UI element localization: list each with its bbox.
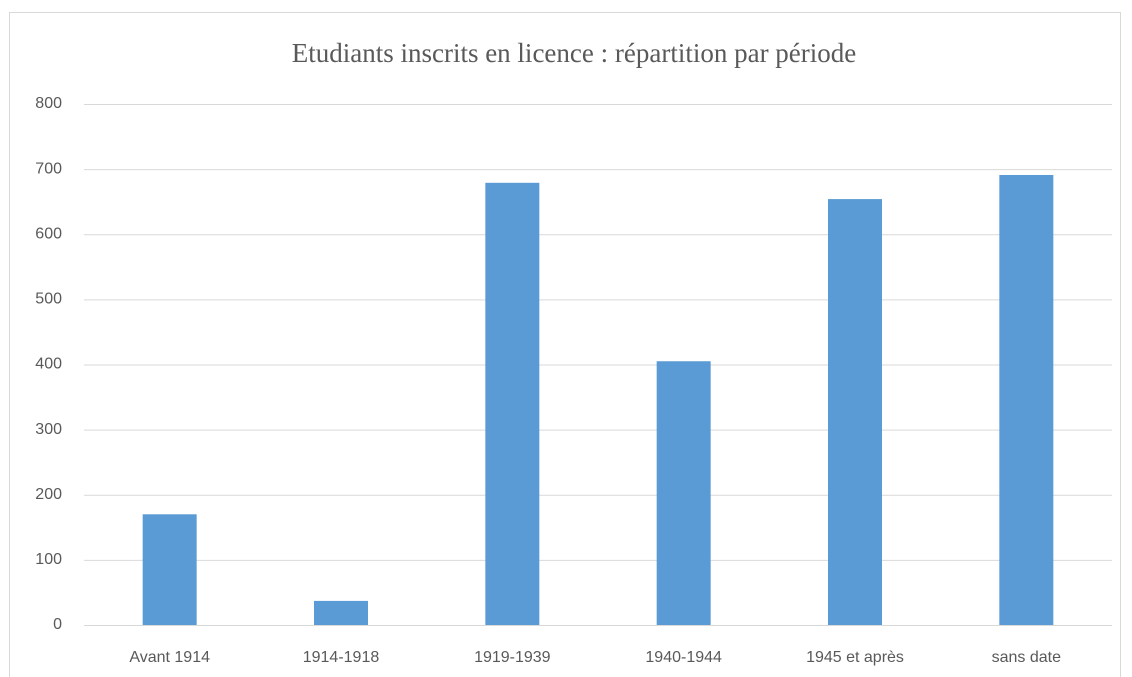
y-tick-label: 100	[35, 551, 62, 568]
x-tick-label: Avant 1914	[129, 649, 210, 666]
bar	[999, 174, 1054, 625]
y-tick-label: 400	[35, 356, 62, 373]
x-tick-label: 1940-1944	[645, 649, 722, 666]
y-tick-label: 800	[35, 95, 62, 112]
y-tick-label: 300	[35, 421, 62, 438]
chart-title: Etudiants inscrits en licence : répartit…	[292, 38, 857, 68]
y-tick-label: 200	[35, 486, 62, 503]
y-tick-label: 600	[35, 225, 62, 242]
x-tick-label: 1945 et après	[806, 649, 904, 666]
bar	[485, 182, 540, 625]
bar	[656, 361, 711, 625]
chart-border	[9, 12, 1121, 677]
x-tick-label: 1914-1918	[303, 649, 380, 666]
y-tick-label: 0	[53, 616, 62, 633]
bar	[142, 514, 197, 625]
x-tick-label: sans date	[992, 649, 1061, 666]
y-tick-label: 700	[35, 160, 62, 177]
x-tick-label: 1919-1939	[474, 649, 551, 666]
y-tick-label: 500	[35, 291, 62, 308]
bar	[314, 600, 368, 625]
bar	[828, 199, 882, 625]
